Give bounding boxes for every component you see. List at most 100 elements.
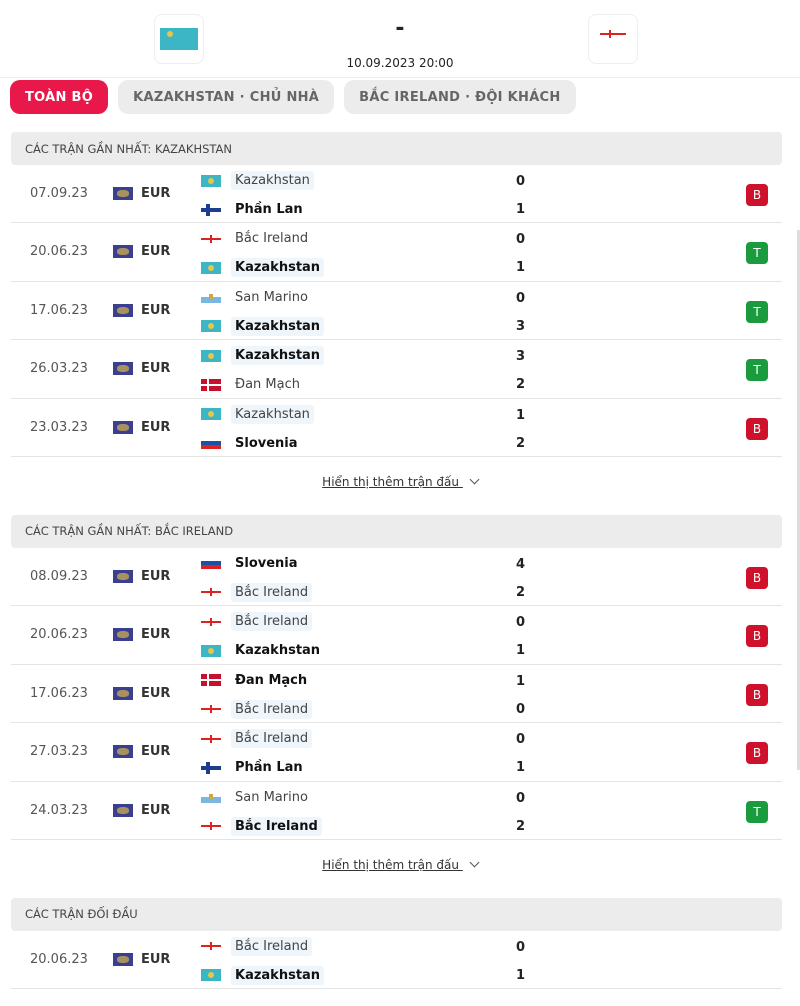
match-date: 27.03.23 [30, 744, 88, 760]
competition-name: EUR [141, 244, 171, 260]
home-goals: 0 [516, 290, 526, 306]
scrollbar[interactable] [797, 230, 800, 770]
away-team-name[interactable]: Slovenia [235, 435, 298, 451]
home-team: Bắc Ireland [201, 729, 313, 749]
home-team-name[interactable]: Bắc Ireland [231, 612, 313, 632]
away-team: Đan Mạch [201, 375, 304, 394]
section-header: CÁC TRẬN GẦN NHẤT: BẮC IRELAND [11, 514, 782, 548]
competition: EUR [113, 952, 170, 967]
home-team: Slovenia [201, 554, 302, 573]
match-header: - 10.09.2023 20:00 [0, 0, 800, 78]
match-date: 20.06.23 [30, 244, 88, 260]
away-goals: 2 [516, 584, 526, 600]
northern-ireland-flag-icon [201, 732, 221, 745]
home-goals: 0 [516, 232, 526, 248]
kazakhstan-flag-icon [201, 408, 221, 421]
result-badge: B [746, 625, 768, 648]
away-goals: 3 [516, 318, 526, 334]
home-goals: 0 [516, 615, 526, 631]
show-more-link[interactable]: Hiển thị thêm trận đấu [0, 840, 800, 898]
match-row[interactable]: 08.09.23 EUR Slovenia Bắc Ireland 4 2 B [11, 548, 782, 607]
away-goals: 2 [516, 377, 526, 393]
competition: EUR [113, 686, 170, 701]
away-goals: 0 [516, 701, 526, 717]
result-badge: T [746, 242, 768, 265]
home-team-logo[interactable] [154, 14, 204, 64]
tab-northern-ireland-away[interactable]: BẮC IRELAND · ĐỘI KHÁCH [344, 80, 576, 114]
competition-name: EUR [141, 627, 171, 643]
home-team: Đan Mạch [201, 671, 311, 690]
away-team-name[interactable]: Kazakhstan [231, 258, 325, 278]
match-row[interactable]: 17.06.23 EUR San Marino Kazakhstan 0 3 T [11, 282, 782, 341]
away-team-name[interactable]: Đan Mạch [235, 377, 300, 393]
match-row[interactable]: 20.06.23 EUR Bắc Ireland Kazakhstan 0 1 B [11, 606, 782, 665]
match-row[interactable]: 20.06.23 EUR Bắc Ireland Kazakhstan 0 1 T [11, 223, 782, 282]
match-date: 17.06.23 [30, 302, 88, 318]
away-team-name[interactable]: Kazakhstan [231, 965, 325, 985]
home-team-name[interactable]: Bắc Ireland [231, 936, 313, 956]
away-team-name[interactable]: Kazakhstan [231, 316, 325, 336]
tab-all[interactable]: TOÀN BỘ [10, 80, 109, 114]
europe-map-icon [113, 745, 133, 759]
slovenia-flag-icon [201, 437, 221, 450]
competition: EUR [113, 303, 170, 318]
home-team-name[interactable]: Kazakhstan [231, 171, 314, 190]
europe-map-icon [113, 303, 133, 317]
away-team-logo[interactable] [588, 14, 638, 64]
northern-ireland-flag-icon [600, 28, 626, 50]
away-team-name[interactable]: Bắc Ireland [231, 582, 313, 602]
competition-name: EUR [141, 685, 171, 701]
northern-ireland-flag-icon [201, 232, 221, 245]
europe-map-icon [113, 187, 133, 200]
denmark-flag-icon [201, 378, 221, 391]
home-team: Bắc Ireland [201, 612, 313, 632]
away-team-name[interactable]: Phần Lan [235, 202, 303, 217]
northern-ireland-flag-icon [201, 586, 221, 599]
home-team-name[interactable]: Slovenia [235, 555, 298, 571]
section-header: CÁC TRẬN GẦN NHẤT: KAZAKHSTAN [11, 132, 782, 165]
match-row[interactable]: 23.03.23 EUR Kazakhstan Slovenia 1 2 B [11, 399, 782, 457]
competition-name: EUR [141, 186, 171, 201]
match-row[interactable]: 20.06.23 EUR Bắc Ireland Kazakhstan 0 1 [11, 931, 782, 990]
home-goals: 0 [516, 732, 526, 748]
tab-kazakhstan-home[interactable]: KAZAKHSTAN · CHỦ NHÀ [118, 80, 335, 114]
away-team-name[interactable]: Kazakhstan [235, 643, 321, 659]
competition-name: EUR [141, 744, 171, 760]
home-team-name[interactable]: San Marino [235, 789, 308, 805]
result-badge: B [746, 184, 768, 206]
match-date: 24.03.23 [30, 802, 88, 818]
result-badge: B [746, 417, 768, 440]
home-team-name[interactable]: San Marino [235, 289, 308, 305]
home-team: Kazakhstan [201, 171, 314, 190]
match-row[interactable]: 24.03.23 EUR San Marino Bắc Ireland 0 2 T [11, 782, 782, 840]
away-team: Bắc Ireland [201, 816, 322, 836]
chevron-down-icon [469, 857, 480, 868]
away-team: Kazakhstan [201, 316, 325, 336]
home-team: Kazakhstan [201, 404, 314, 424]
kazakhstan-flag-icon [201, 174, 221, 187]
home-team-name[interactable]: Bắc Ireland [235, 231, 309, 247]
home-goals: 1 [516, 673, 526, 689]
sections: CÁC TRẬN GẦN NHẤT: KAZAKHSTAN 07.09.23 EU… [0, 132, 800, 990]
show-more-link[interactable]: Hiển thị thêm trận đấu [0, 457, 800, 515]
away-team-name[interactable]: Phần Lan [235, 760, 303, 776]
northern-ireland-flag-icon [201, 940, 221, 953]
home-team-name[interactable]: Kazakhstan [231, 404, 314, 424]
match-row[interactable]: 26.03.23 EUR Kazakhstan Đan Mạch 3 2 T [11, 340, 782, 399]
northern-ireland-flag-icon [201, 820, 221, 833]
competition-name: EUR [141, 419, 171, 435]
match-row[interactable]: 17.06.23 EUR Đan Mạch Bắc Ireland 1 0 B [11, 665, 782, 724]
away-team-name[interactable]: Bắc Ireland [231, 699, 313, 719]
home-team-name[interactable]: Đan Mạch [235, 672, 308, 688]
home-team: Bắc Ireland [201, 936, 313, 956]
match-date: 17.06.23 [30, 685, 88, 701]
home-team-name[interactable]: Bắc Ireland [231, 729, 313, 749]
finland-flag-icon [201, 203, 221, 216]
match-row[interactable]: 27.03.23 EUR Bắc Ireland Phần Lan 0 1 B [11, 723, 782, 782]
home-team-name[interactable]: Kazakhstan [231, 346, 325, 366]
away-team: Phần Lan [201, 200, 307, 219]
competition: EUR [113, 569, 170, 584]
match-row[interactable]: 07.09.23 EUR Kazakhstan Phần Lan 0 1 B [11, 165, 782, 224]
away-team-name[interactable]: Bắc Ireland [231, 816, 322, 836]
match-date: 20.06.23 [30, 627, 88, 643]
